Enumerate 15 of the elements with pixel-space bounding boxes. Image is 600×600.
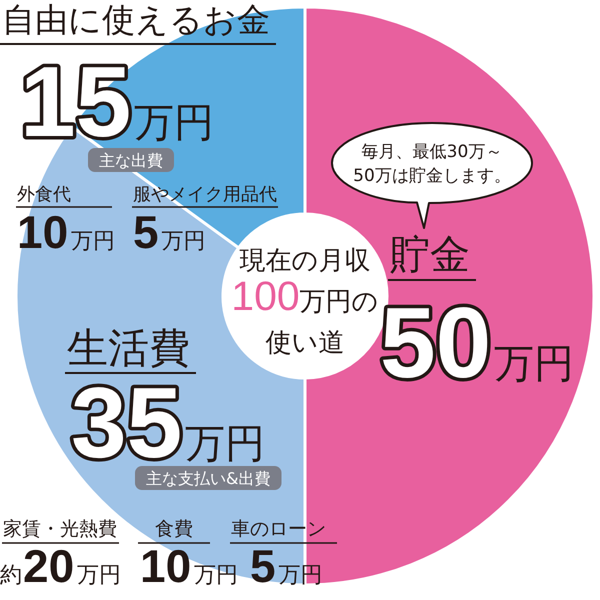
text: 約20万円 <box>0 540 122 592</box>
text: 主な支払い&出費 <box>146 469 270 488</box>
text: 10万円 <box>17 206 116 258</box>
text: 5万円 <box>133 206 206 258</box>
text: 外食代 <box>17 184 71 205</box>
slice-label: 生活費 <box>67 324 190 372</box>
text: 毎月、最低30万～50万は貯金します。 <box>353 142 511 186</box>
slice-label: 貯金 <box>390 232 470 278</box>
text: 家賃・光熱費 <box>3 518 117 540</box>
text: 食費 <box>155 518 193 540</box>
text: 車のローン <box>231 518 326 540</box>
text: 現在の月収100万円の使い道 <box>231 246 379 358</box>
text: 10万円 <box>140 540 238 592</box>
data-label: 50万円 <box>380 287 574 399</box>
text: 服やメイク用品代 <box>133 184 277 205</box>
